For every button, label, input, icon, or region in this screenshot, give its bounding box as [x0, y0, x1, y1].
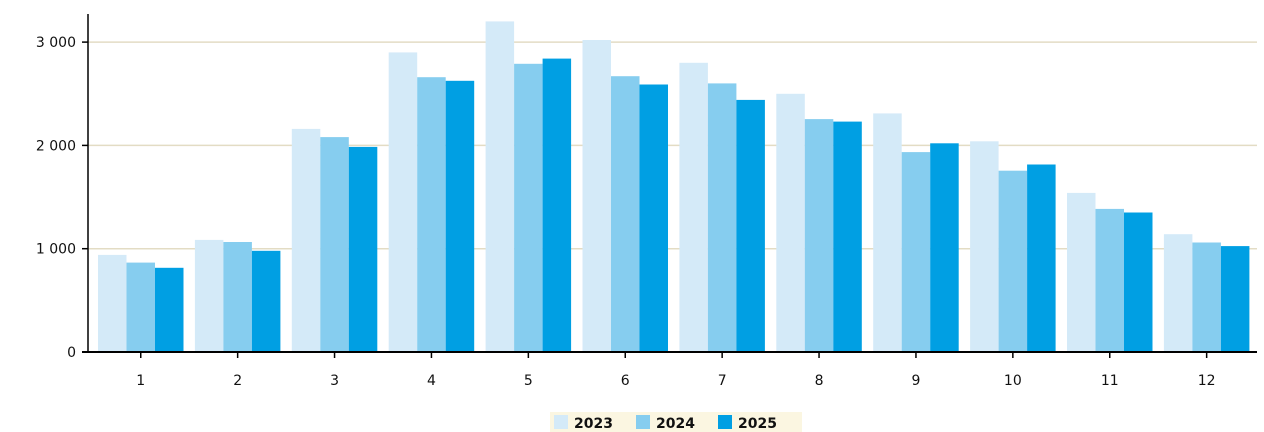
legend-label-2025: 2025 — [738, 416, 777, 432]
y-tick-label: 2 000 — [36, 138, 76, 154]
legend-swatch-2023 — [554, 415, 568, 429]
bar-2023-9 — [873, 113, 902, 353]
bar-2025-10 — [1027, 164, 1056, 352]
bar-2025-7 — [736, 99, 765, 353]
x-tick-label: 3 — [330, 373, 339, 389]
x-tick-label: 12 — [1198, 373, 1216, 389]
bar-2023-7 — [679, 62, 708, 353]
x-tick-label: 7 — [718, 373, 727, 389]
bar-2025-12 — [1220, 246, 1250, 352]
x-tick-label: 6 — [621, 373, 630, 389]
bar-2025-9 — [930, 143, 959, 352]
y-tick-label: 0 — [67, 345, 76, 361]
x-tick-label: 1 — [136, 373, 145, 389]
bar-2024-4 — [417, 77, 446, 352]
legend-swatch-2024 — [636, 415, 650, 429]
bar-2025-3 — [348, 146, 378, 352]
x-tick-label: 10 — [1004, 373, 1022, 389]
bar-2025-5 — [542, 58, 572, 352]
bar-2025-8 — [833, 121, 862, 352]
bar-2024-11 — [1095, 208, 1124, 352]
bar-2023-12 — [1163, 234, 1193, 352]
legend-label-2024: 2024 — [656, 416, 695, 432]
bar-2023-8 — [776, 93, 805, 353]
bar-2024-2 — [223, 242, 252, 352]
bars — [98, 21, 1250, 353]
bar-2024-10 — [998, 170, 1028, 352]
y-tick-label: 1 000 — [36, 242, 76, 258]
bar-2025-4 — [445, 80, 475, 353]
bar-2024-7 — [707, 83, 737, 353]
x-tick-label: 5 — [524, 373, 533, 389]
bar-2023-4 — [388, 52, 418, 353]
legend-background — [550, 412, 802, 432]
bar-2025-1 — [155, 267, 184, 352]
bar-2024-12 — [1192, 242, 1221, 352]
bar-2025-2 — [251, 250, 281, 352]
bar-2024-8 — [804, 119, 834, 352]
y-axis-ticks: 0 1 000 2 000 3 000 — [36, 35, 88, 361]
bar-2025-11 — [1124, 212, 1153, 352]
x-tick-label: 4 — [427, 373, 436, 389]
bar-2024-9 — [901, 152, 931, 352]
legend-label-2023: 2023 — [574, 416, 613, 432]
bar-2024-5 — [514, 63, 543, 353]
bar-2023-6 — [582, 40, 611, 352]
x-tick-label: 8 — [815, 373, 824, 389]
x-tick-label: 11 — [1101, 373, 1119, 389]
legend: 2023 2024 2025 — [550, 412, 802, 432]
x-tick-label: 2 — [233, 373, 242, 389]
bar-2023-3 — [291, 128, 321, 352]
y-tick-label: 3 000 — [36, 35, 76, 51]
bar-2024-6 — [611, 76, 640, 352]
bar-2023-11 — [1067, 192, 1096, 352]
bar-2023-2 — [194, 239, 224, 352]
x-tick-label: 9 — [911, 373, 920, 389]
bar-2023-5 — [485, 21, 515, 353]
bar-2024-3 — [320, 137, 349, 352]
bar-2023-1 — [98, 254, 127, 352]
x-axis-ticks: 1 2 3 4 5 6 7 8 9 10 11 12 — [136, 352, 1216, 389]
legend-swatch-2025 — [718, 415, 732, 429]
bar-2024-1 — [126, 262, 155, 352]
gridlines — [88, 41, 1257, 250]
bar-2023-10 — [970, 141, 999, 352]
bar-2025-6 — [639, 84, 668, 352]
